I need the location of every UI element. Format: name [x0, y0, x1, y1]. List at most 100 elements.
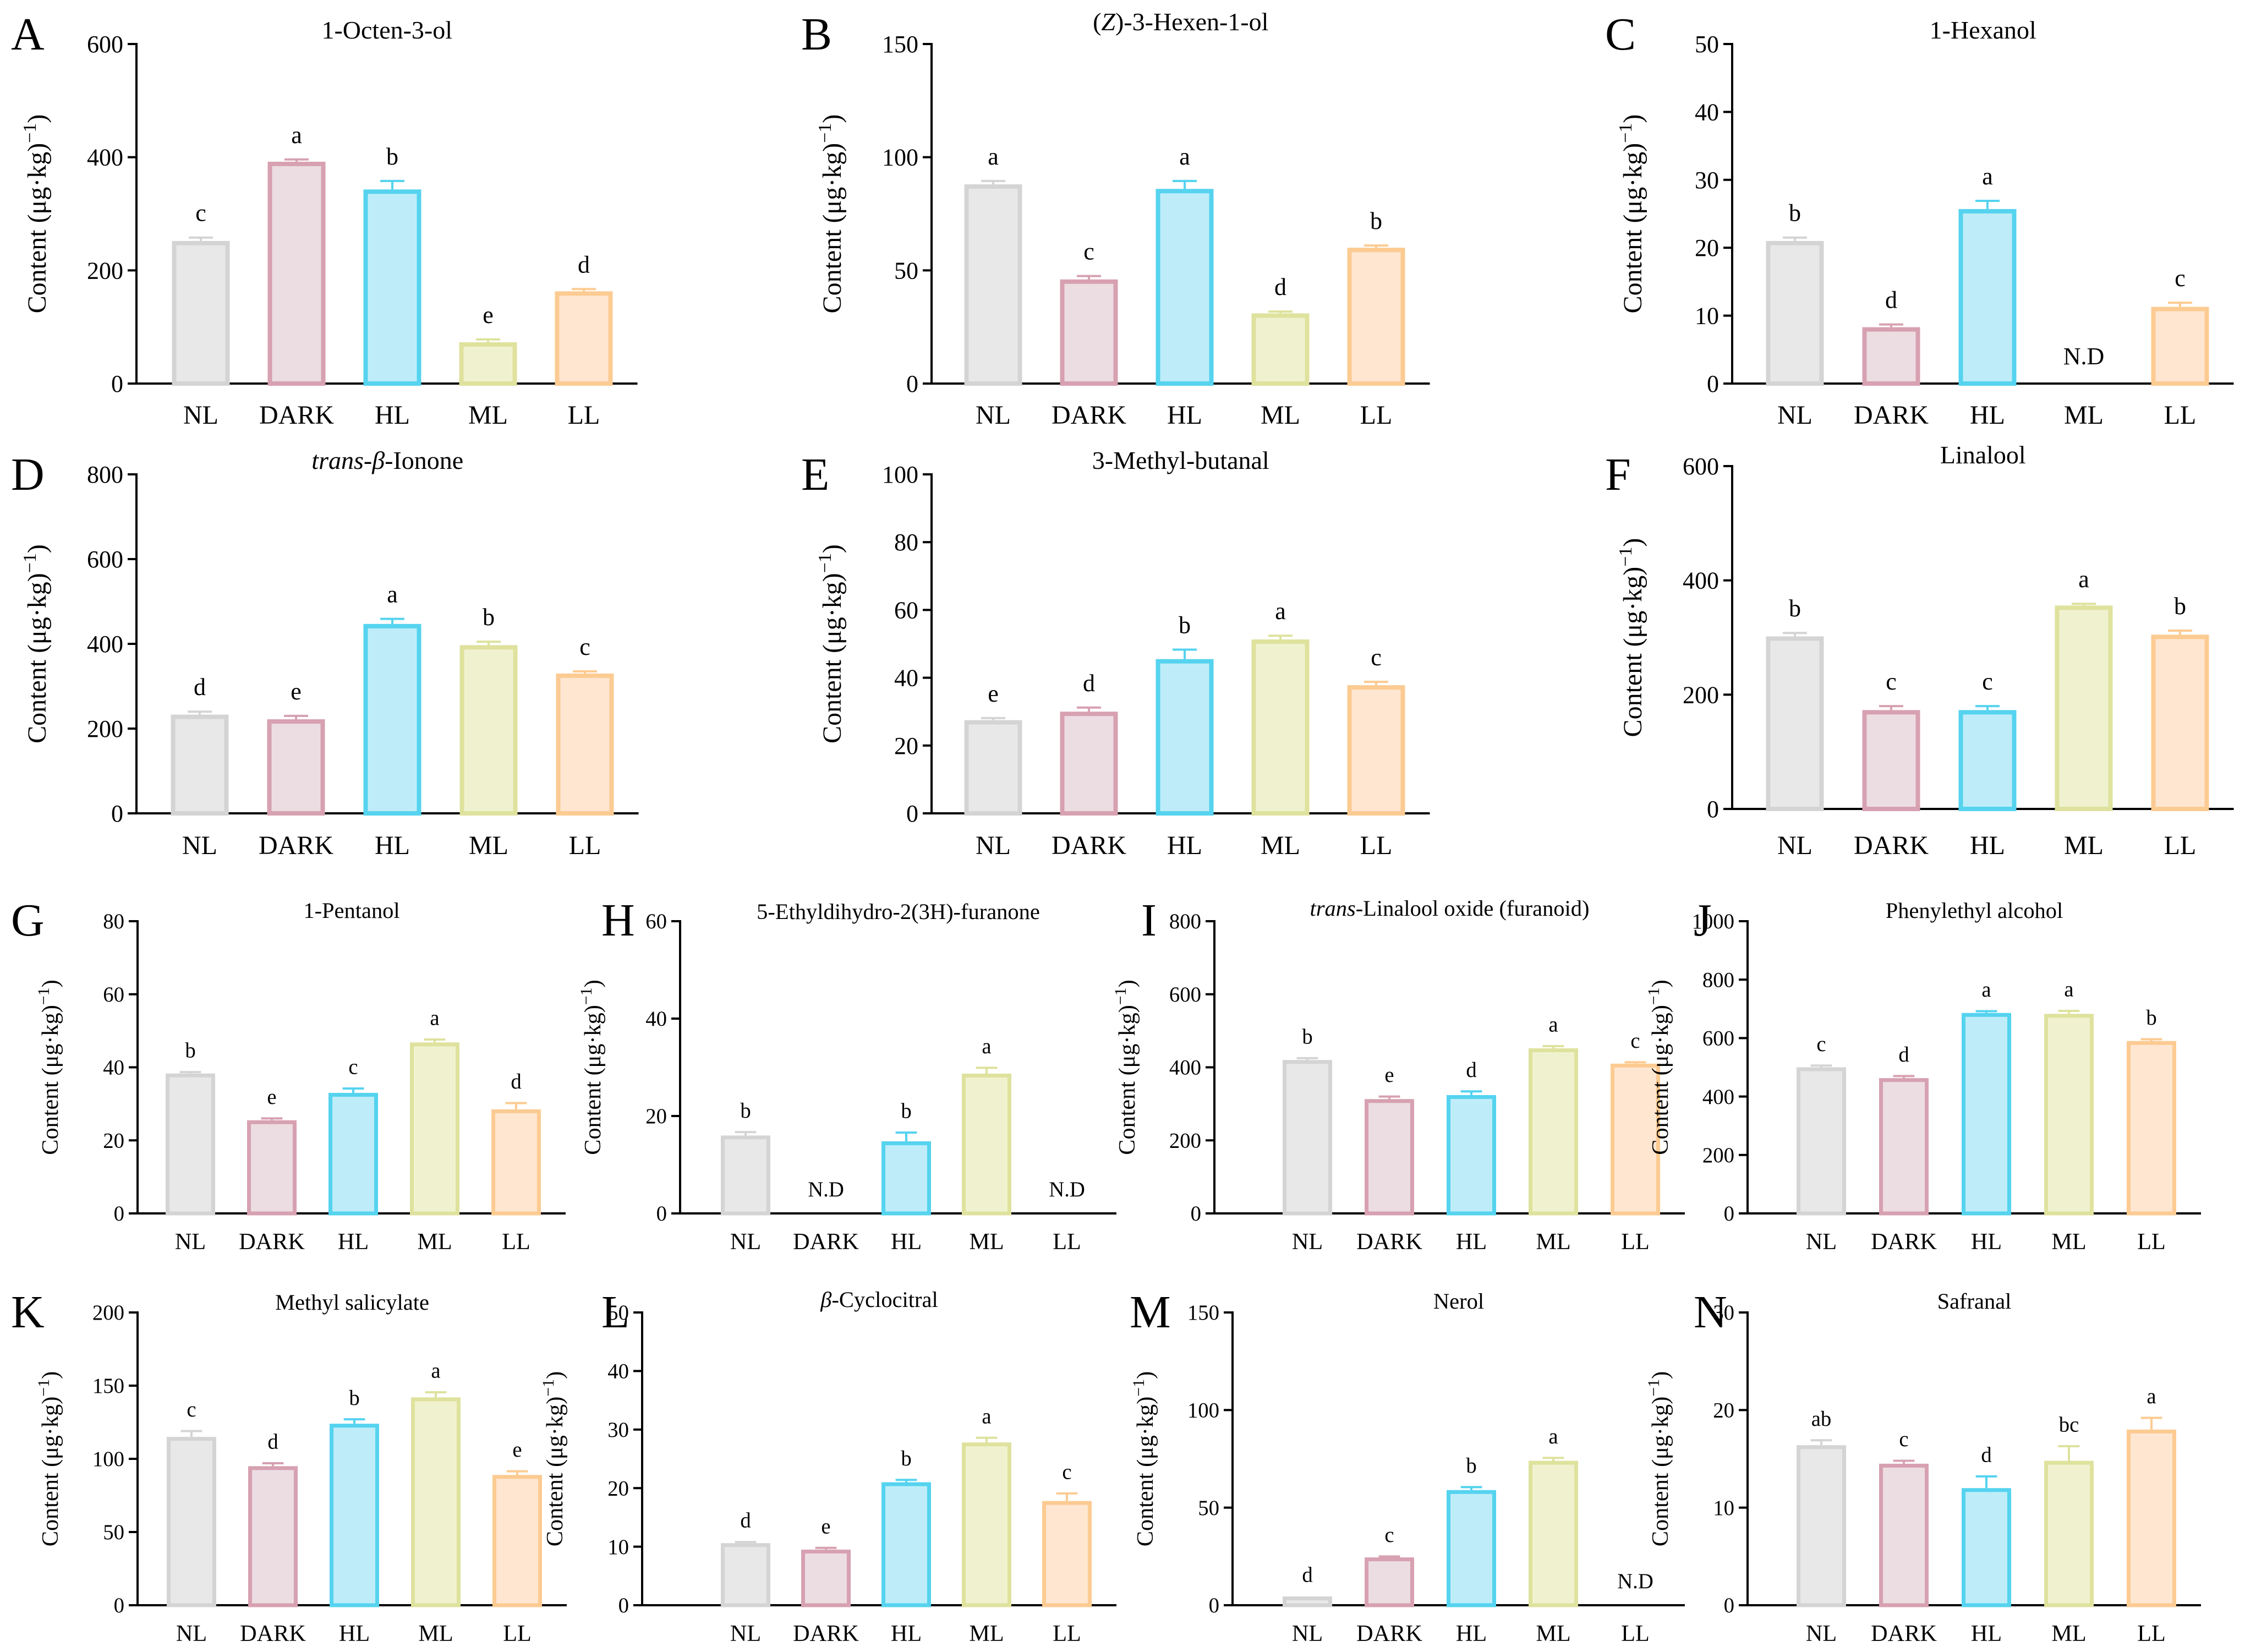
x-tick-label: NL [176, 1621, 207, 1646]
panel-letter: E [801, 449, 829, 500]
bar [1283, 1060, 1333, 1216]
x-tick-label: DARK [1052, 831, 1126, 860]
significance-label: d [1981, 1443, 1991, 1467]
x-tick-label: HL [338, 1229, 369, 1255]
significance-label: a [988, 143, 999, 170]
bar [2151, 307, 2209, 386]
y-tick-label: 80 [103, 910, 124, 933]
panel-N: N Safranal Content (μg·kg)−1) 0 10 20 30 NL ab DA… [1645, 1287, 2201, 1646]
significance-label: c [1816, 1032, 1826, 1056]
significance-label: b [349, 1386, 359, 1410]
chart-title: Linalool [1940, 441, 2026, 469]
panel-letter: N [1694, 1287, 1727, 1338]
x-tick-label: ML [2051, 1621, 2086, 1646]
y-tick-label: 100 [882, 144, 918, 171]
panel-letter: C [1605, 9, 1636, 60]
y-tick-label: 200 [87, 715, 123, 742]
bar [1365, 1557, 1415, 1607]
y-axis-label: Content (μg·kg)−1) [1130, 1371, 1158, 1546]
significance-label: e [291, 678, 302, 705]
y-tick-label: 20 [645, 1104, 667, 1128]
x-tick-label: DARK [259, 831, 333, 860]
panel-letter: D [11, 449, 45, 500]
bar [1962, 1488, 2012, 1607]
bar [801, 1549, 851, 1607]
bar [881, 1482, 932, 1607]
bar [491, 1109, 541, 1216]
y-tick-label: 20 [894, 732, 918, 759]
significance-label: a [2078, 566, 2089, 593]
y-tick-label: 600 [87, 546, 123, 573]
y-tick-label: 0 [1724, 1202, 1734, 1226]
bar [1862, 710, 1920, 811]
bar [1283, 1596, 1333, 1607]
x-tick-label: NL [182, 831, 217, 860]
x-tick-label: DARK [1871, 1229, 1937, 1255]
panel-A: A 1-Octen-3-ol Content (μg·kg)−1) 0 200 400 60… [11, 9, 638, 430]
y-tick-label: 30 [1713, 1301, 1734, 1325]
x-tick-label: LL [1621, 1229, 1650, 1255]
y-tick-label: 200 [92, 1301, 124, 1325]
y-axis-label: Content (μg·kg)−1) [20, 114, 52, 314]
y-axis-label: Content (μg·kg)−1) [539, 1371, 568, 1546]
panel-letter: M [1130, 1287, 1171, 1338]
significance-label: b [901, 1447, 911, 1470]
y-tick-label: 400 [1702, 1085, 1734, 1109]
y-tick-label: 30 [1695, 167, 1719, 194]
panel-F: F Linalool Content (μg·kg)−1) 0 200 400 600 NL b… [1605, 441, 2234, 860]
bar [411, 1397, 461, 1607]
y-tick-label: 0 [656, 1202, 667, 1226]
y-tick-label: 150 [882, 31, 918, 58]
significance-label: a [431, 1359, 440, 1383]
bar [1060, 279, 1118, 386]
significance-label: c [1886, 668, 1897, 695]
chart-title: Phenylethyl alcohol [1886, 898, 2063, 923]
significance-label: d [1898, 1043, 1909, 1066]
bar [1962, 1013, 2012, 1216]
significance-label: e [267, 1085, 276, 1109]
significance-label: c [1982, 668, 1993, 695]
x-tick-label: LL [2164, 401, 2197, 430]
significance-label: c [1899, 1427, 1908, 1451]
significance-label: d [267, 1430, 278, 1454]
panel-K: K Methyl salicylate Content (μg·kg)−1) 0 50 1… [11, 1287, 567, 1646]
x-tick-label: NL [730, 1621, 761, 1646]
bar [166, 1437, 216, 1607]
y-tick-label: 0 [1707, 796, 1719, 823]
x-tick-label: HL [339, 1621, 370, 1646]
x-tick-label: HL [375, 401, 410, 430]
x-tick-label: HL [1456, 1229, 1487, 1255]
significance-label: a [430, 1006, 439, 1030]
panel-J: J Phenylethyl alcohol Content (μg·kg)−1) 0 2… [1645, 895, 2201, 1255]
x-tick-label: LL [502, 1229, 530, 1255]
x-tick-label: ML [1536, 1621, 1570, 1646]
significance-label: b [901, 1099, 911, 1123]
y-axis-label: Content (μg·kg)−1) [577, 980, 606, 1155]
significance-label: c [195, 200, 206, 227]
panel-letter: F [1605, 449, 1631, 500]
y-tick-label: 200 [1683, 681, 1719, 708]
significance-label: b [2146, 1006, 2156, 1030]
y-tick-label: 10 [1695, 303, 1719, 330]
bar [1958, 209, 2017, 386]
y-axis-label: Content (μg·kg)−1) [35, 980, 63, 1155]
chart-title: Safranal [1937, 1289, 2012, 1314]
significance-label: b [386, 143, 398, 170]
x-tick-label: ML [468, 401, 508, 430]
y-tick-label: 0 [1209, 1594, 1219, 1617]
y-tick-label: 80 [894, 529, 918, 556]
x-tick-label: HL [375, 831, 410, 860]
panel-letter: A [11, 9, 45, 60]
bar [1447, 1490, 1497, 1607]
y-tick-label: 50 [1695, 31, 1719, 58]
bar [1447, 1095, 1497, 1216]
not-detected-label: N.D [1049, 1178, 1085, 1201]
bar [1797, 1445, 1847, 1607]
x-tick-label: HL [1167, 831, 1202, 860]
bar [1797, 1067, 1847, 1216]
significance-label: a [1548, 1013, 1558, 1037]
y-axis-label: Content (μg·kg)−1) [1616, 538, 1647, 737]
significance-label: b [1302, 1025, 1312, 1049]
x-tick-label: LL [1360, 401, 1393, 430]
y-tick-label: 400 [1683, 567, 1719, 594]
